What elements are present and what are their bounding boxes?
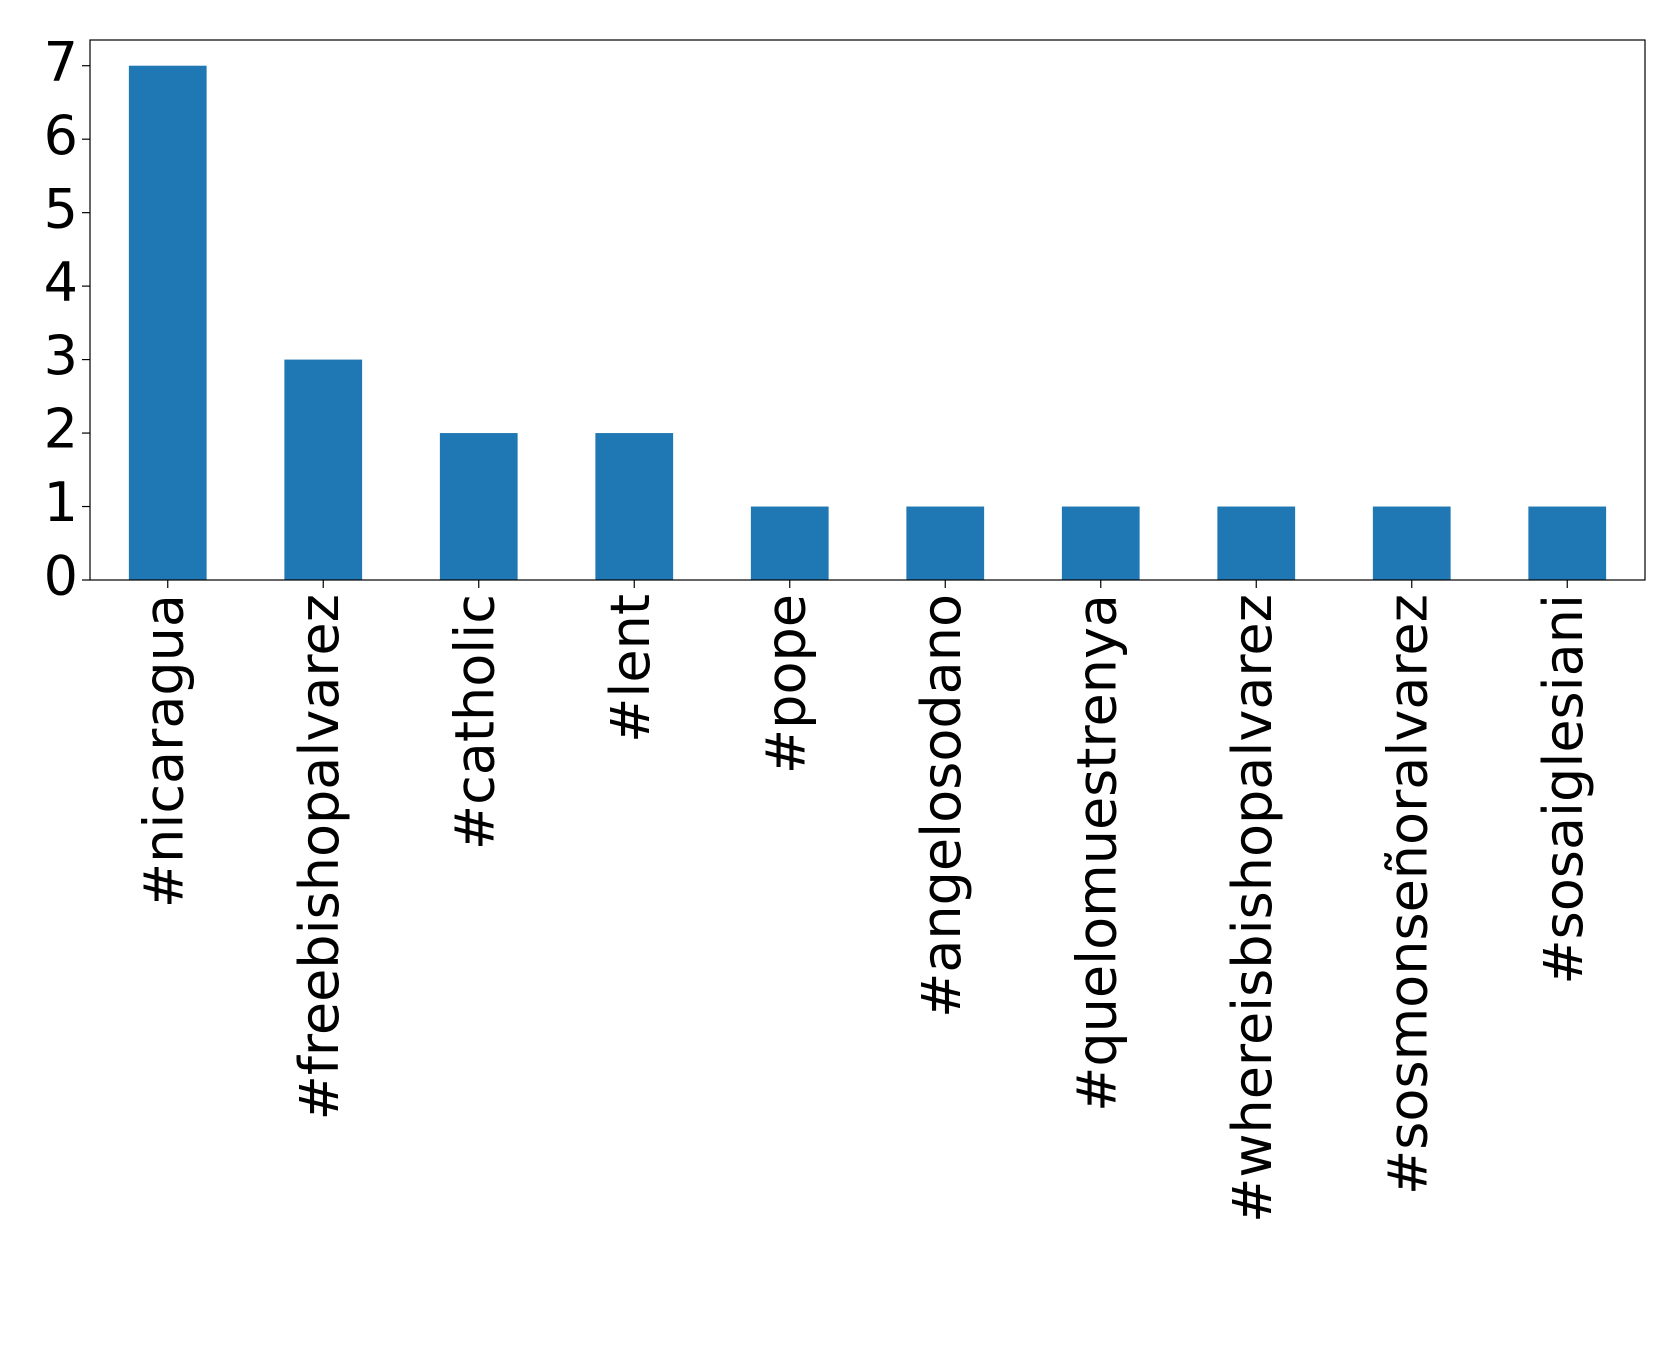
x-tick-label: #quelomuestrenya (1065, 594, 1128, 1112)
bar (595, 433, 674, 580)
bar (906, 506, 985, 580)
x-tick-label: #pope (754, 594, 817, 774)
y-tick-label: 2 (44, 398, 78, 461)
y-tick-label: 1 (44, 471, 78, 534)
bar (1372, 506, 1451, 580)
x-tick-label: #lent (599, 594, 662, 743)
x-tick-label: #angelosodano (910, 594, 973, 1018)
bar (439, 433, 518, 580)
x-tick-label: #sosaiglesiani (1532, 594, 1595, 985)
x-tick-label: #sosmonseñoralvarez (1376, 594, 1439, 1195)
bar (750, 506, 829, 580)
x-tick-label: #whereisbishopalvarez (1221, 594, 1284, 1223)
y-tick-label: 4 (44, 251, 78, 314)
plot-frame (89, 39, 1646, 581)
bar (128, 65, 207, 580)
y-tick-label: 0 (44, 545, 78, 608)
y-tick-label: 5 (44, 177, 78, 240)
x-tick-label: #catholic (443, 594, 506, 850)
y-tick-label: 7 (44, 30, 78, 93)
y-tick-label: 3 (44, 324, 78, 387)
x-tick-label: #freebishopalvarez (288, 594, 351, 1120)
bar (1061, 506, 1140, 580)
bar (1217, 506, 1296, 580)
y-tick-label: 6 (44, 104, 78, 167)
bar (1528, 506, 1607, 580)
bar (284, 359, 363, 580)
x-tick-label: #nicaragua (132, 594, 195, 908)
